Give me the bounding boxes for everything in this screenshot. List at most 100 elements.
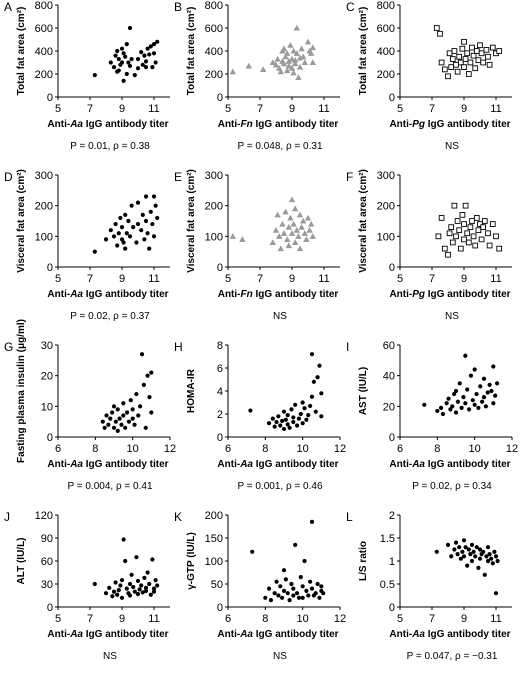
panel-g-x-tick-label: 6 <box>55 443 61 455</box>
panel-i-ylabel: AST (IU/L) <box>358 367 369 415</box>
panel-i-point <box>472 367 477 372</box>
panel-b-point <box>245 62 252 69</box>
panel-a-point <box>142 53 147 58</box>
panel-j-y-tick-label: 90 <box>41 533 53 545</box>
panel-k-point <box>300 584 305 589</box>
panel-l-point <box>487 552 492 557</box>
panel-h-point <box>281 409 287 414</box>
panel-g-y-tick-label: 30 <box>41 340 53 352</box>
panel-d-point <box>92 249 97 254</box>
panel-k-point <box>250 549 255 554</box>
panel-j-point <box>142 575 147 580</box>
panel-d-point <box>134 240 139 245</box>
panel-c-point <box>485 53 491 60</box>
panel-i-point <box>438 405 444 410</box>
panel-i-point <box>463 353 468 358</box>
panel-f-point <box>449 239 456 246</box>
panel-a-point <box>123 54 128 59</box>
panel-i-stats-note: P = 0.02, ρ = 0.34 <box>412 481 492 492</box>
panel-b-point <box>296 63 304 70</box>
panel-d-point <box>139 228 144 233</box>
panel-c-point <box>438 59 445 66</box>
panel-a-point <box>113 53 118 58</box>
panel-l-point <box>493 591 499 596</box>
panel-f-y-tick-label: 100 <box>377 231 395 243</box>
panel-f-y-tick-label: 0 <box>389 262 395 274</box>
panel-j-point <box>123 558 128 564</box>
panel-b-point <box>284 67 291 74</box>
panel-j-point <box>131 584 136 590</box>
panel-h-y-tick-label: 0 <box>217 432 223 444</box>
panel-j-point <box>129 572 134 577</box>
panel-h-point <box>296 416 302 421</box>
panel-d-letter: D <box>4 170 13 184</box>
panel-h-point <box>274 419 279 425</box>
panel-d-point <box>126 218 131 224</box>
panel-l-x-tick-label: 5 <box>397 613 403 625</box>
panel-c-y-tick-label: 600 <box>377 23 395 35</box>
panel-j-point <box>140 590 145 595</box>
panel-b-point <box>274 55 281 62</box>
panel-h-point <box>248 408 253 413</box>
panel-f-y-tick-label: 200 <box>377 201 395 213</box>
panel-e-point <box>306 227 313 233</box>
panel-j-point <box>155 583 160 588</box>
panel-c-point <box>475 57 482 64</box>
panel-l-x-tick-label: 7 <box>429 613 435 625</box>
panel-e-point <box>295 233 302 239</box>
panel-l-point <box>481 549 486 554</box>
panel-g-xlabel: Anti-Aa IgG antibody titer <box>47 459 168 470</box>
panel-b-x-tick-label: 7 <box>257 103 263 115</box>
panel-j-y-tick-label: 0 <box>47 602 53 614</box>
panel-b-point <box>280 60 288 67</box>
panel-l-point <box>485 558 491 564</box>
panel-l-point <box>458 556 463 561</box>
panel-k-y-tick-label: 100 <box>205 556 223 568</box>
panel-d-x-tick-label: 7 <box>87 273 93 285</box>
panel-f-point <box>448 224 455 230</box>
panel-i-point <box>435 408 440 414</box>
panel-i-point <box>448 407 453 412</box>
panel-i-point <box>422 402 427 407</box>
panel-j-xlabel: Anti-Aa IgG antibody titer <box>47 629 168 640</box>
panel-h-point <box>289 407 294 412</box>
panel-g-point <box>130 407 135 412</box>
panel-k-y-tick-label: 0 <box>217 602 223 614</box>
panel-e-point <box>309 233 316 239</box>
panel-j-y-tick-label: 60 <box>41 556 53 568</box>
panel-a-point <box>145 46 150 51</box>
panel-b-point <box>309 44 316 51</box>
panel-g-x-tick-label: 10 <box>127 443 139 455</box>
panel-l-point <box>471 549 476 554</box>
panel-c-point <box>465 71 472 77</box>
panel-d-point <box>118 215 123 221</box>
panel-f-point <box>489 221 496 227</box>
panel-e-point <box>274 211 281 218</box>
panel-e-point <box>279 220 286 227</box>
panel-k-point <box>291 586 296 591</box>
panel-g-x-tick-label: 12 <box>164 443 176 455</box>
panel-f-point <box>435 233 442 240</box>
panel-a-y-tick-label: 600 <box>35 23 53 35</box>
panel-f-point <box>457 245 464 252</box>
panel-k-letter: K <box>174 510 182 524</box>
panel-b-y-tick-label: 800 <box>205 0 223 12</box>
panel-h-point <box>285 413 290 418</box>
panel-k-point <box>274 579 279 584</box>
panel-l-point <box>461 538 467 543</box>
panel-g-point <box>126 419 132 424</box>
panel-h-point <box>315 375 320 380</box>
panel-d-point <box>115 243 120 248</box>
panel-i-point <box>459 405 464 410</box>
panel-h-point <box>302 406 307 411</box>
panel-i-point <box>453 410 459 415</box>
panel-h-point <box>309 352 315 357</box>
panel-e-point <box>285 242 292 249</box>
panel-l-point <box>455 552 460 557</box>
panel-h-x-tick-label: 12 <box>334 443 346 455</box>
panel-h-y-tick-label: 2 <box>217 409 223 421</box>
panel-k-points <box>250 519 326 603</box>
panel-b-point <box>288 65 296 71</box>
panel-c-point <box>462 56 469 62</box>
panel-k-point <box>319 584 324 589</box>
